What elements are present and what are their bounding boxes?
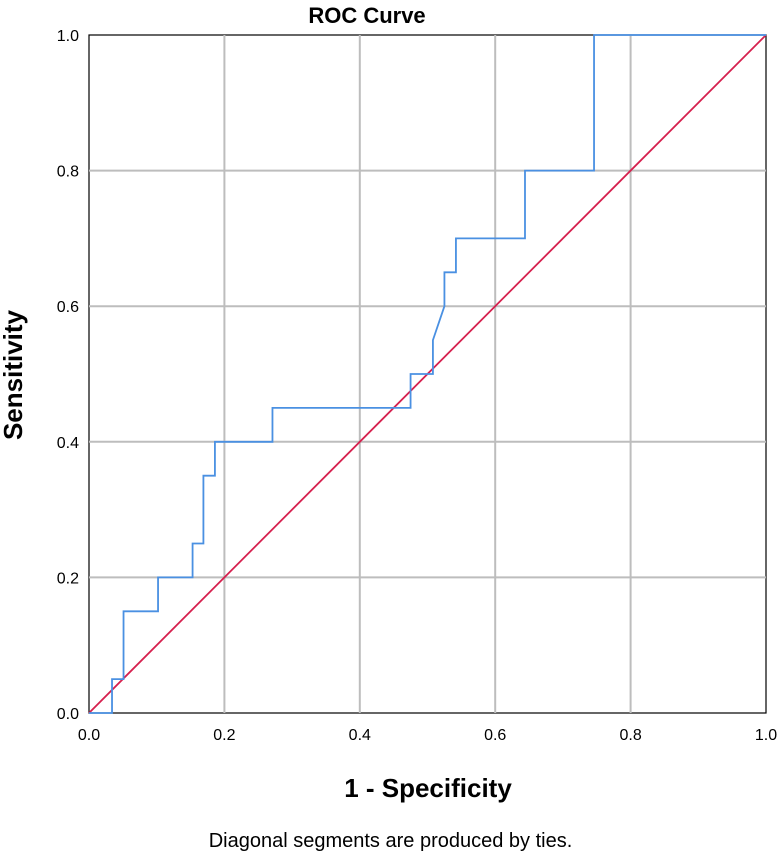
- roc-series-line: [89, 34, 766, 714]
- grid-layer: [89, 35, 766, 713]
- y-tick-label: 0.8: [57, 164, 79, 181]
- x-tick-label: 0.2: [213, 727, 235, 744]
- y-tick-label: 1.0: [57, 28, 79, 45]
- series-layer: [88, 34, 767, 714]
- x-tick-label: 1.0: [755, 727, 777, 744]
- x-tick-label: 0.4: [349, 727, 371, 744]
- tick-layer: 0.0 0.2 0.4 0.6 0.8 1.0 0.0 0.2 0.4 0.6 0.8 1.0: [57, 28, 777, 744]
- y-tick-label: 0.0: [57, 706, 79, 723]
- chart-title: ROC Curve: [308, 3, 425, 28]
- footnote: Diagonal segments are produced by ties.: [208, 830, 573, 852]
- x-tick-label: 0.6: [484, 727, 506, 744]
- y-axis-label: Sensitivity: [0, 309, 28, 440]
- x-tick-label: 0.0: [78, 727, 100, 744]
- y-tick-label: 0.2: [57, 570, 79, 587]
- y-tick-label: 0.6: [57, 299, 79, 316]
- x-axis-label: 1 - Specificity: [344, 773, 512, 803]
- y-tick-label: 0.4: [57, 435, 79, 452]
- x-tick-label: 0.8: [619, 727, 641, 744]
